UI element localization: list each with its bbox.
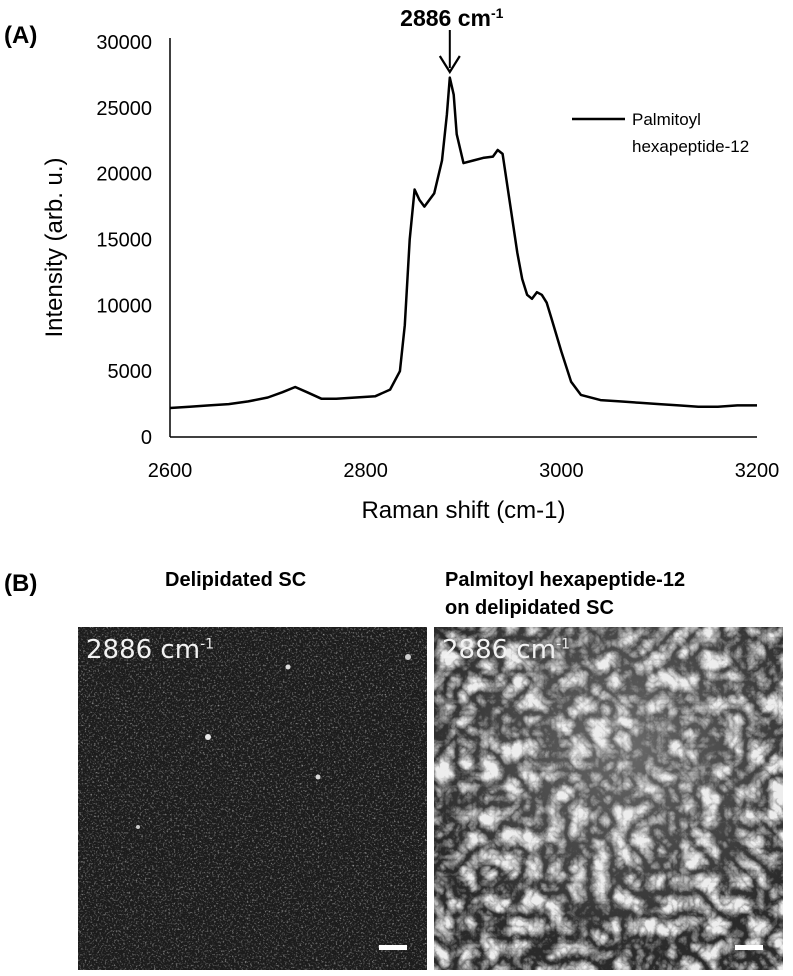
y-axis-title: Intensity (arb. u.) <box>41 157 68 337</box>
micrograph-left-texture <box>78 627 427 970</box>
y-tick-label: 20000 <box>96 164 152 186</box>
x-tick-label: 2600 <box>148 460 193 482</box>
micrograph-right-texture <box>434 627 783 970</box>
image-right-title: Palmitoyl hexapeptide-12 on delipidated … <box>445 566 685 622</box>
image-right-title-line-2: on delipidated SC <box>445 597 614 619</box>
y-tick-label: 25000 <box>96 98 152 120</box>
x-axis-title: Raman shift (cm-1) <box>361 497 565 524</box>
micrograph-left-wavenumber-tag: 2886 cm-1 <box>86 635 215 665</box>
series-line-palmitoyl-hexapeptide-12 <box>169 76 757 410</box>
legend-label-line-1: Palmitoyl <box>632 110 701 129</box>
peak-arrow-head <box>438 55 461 75</box>
y-tick-label: 5000 <box>108 361 153 383</box>
y-tick-label: 15000 <box>96 230 152 252</box>
micrograph-right-wavenumber-tag: 2886 cm-1 <box>442 635 571 665</box>
micrograph-peptide-on-sc: 2886 cm-1 <box>434 627 783 970</box>
image-left-title: Delipidated SC <box>165 566 306 594</box>
x-tick-label: 3000 <box>539 460 584 482</box>
legend-label-line-2: hexapeptide-12 <box>632 137 749 156</box>
x-tick-label: 3200 <box>735 460 780 482</box>
image-left-title-line: Delipidated SC <box>165 569 307 591</box>
micrograph-delipidated-sc: 2886 cm-1 <box>78 627 427 970</box>
panel-a-label: (A) <box>4 22 38 49</box>
y-tick-label: 30000 <box>96 32 152 54</box>
y-tick-label: 10000 <box>96 295 152 317</box>
panel-b-label: (B) <box>4 570 38 597</box>
peak-annotation-label: 2886 cm-1 <box>400 5 503 31</box>
scale-bar-left <box>379 945 407 950</box>
scale-bar-right <box>735 945 763 950</box>
raman-spectrum-chart: 0 5000 10000 15000 20000 25000 30000 2600 2800 30… <box>41 5 780 524</box>
y-tick-label: 0 <box>141 427 152 449</box>
image-right-title-line-1: Palmitoyl hexapeptide-12 <box>445 569 686 591</box>
x-tick-label: 2800 <box>343 460 388 482</box>
